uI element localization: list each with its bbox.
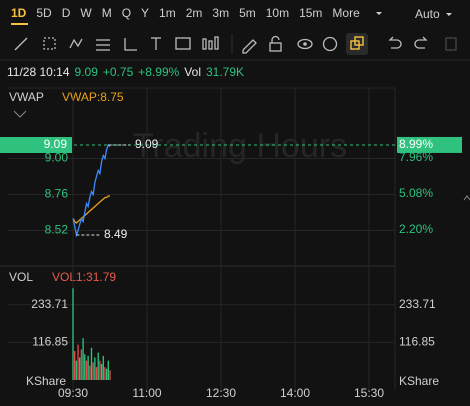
y-tick-label: 8.76 xyxy=(45,187,69,201)
collapse-icon[interactable] xyxy=(13,110,27,118)
lock-icon[interactable] xyxy=(269,42,282,52)
volume-bar xyxy=(109,370,111,380)
last-pct-badge xyxy=(397,136,462,153)
quote-time: 11/28 10:14 xyxy=(7,65,70,79)
y-tick-label: 9.00 xyxy=(45,151,69,165)
volume-bar xyxy=(87,355,89,380)
y-tick-label: 8.52 xyxy=(45,223,69,237)
volume-bar xyxy=(72,288,74,380)
period-tab[interactable]: 2m xyxy=(186,6,203,20)
settings-icon[interactable] xyxy=(322,36,338,52)
drawing-tools xyxy=(14,33,457,55)
quote-volume: 31.79K xyxy=(206,65,244,79)
more-menu[interactable]: More xyxy=(332,6,360,20)
indicator-name: VWAP xyxy=(9,90,44,104)
volume-bar xyxy=(89,365,91,380)
volume-bar xyxy=(105,368,108,380)
x-tick-label: 12:30 xyxy=(206,386,236,400)
wave-tool-icon[interactable] xyxy=(69,38,83,49)
period-tab[interactable]: 15m xyxy=(299,6,322,20)
volume-bar xyxy=(97,352,99,380)
price-line xyxy=(72,143,111,238)
volume-bar xyxy=(80,349,83,380)
period-tab[interactable]: M xyxy=(102,6,112,20)
volume-bar xyxy=(95,367,98,380)
volume-bar xyxy=(84,354,86,380)
pen-icon[interactable] xyxy=(242,39,257,54)
volume-bar xyxy=(79,357,81,380)
volume-bar xyxy=(74,351,76,380)
quote-change: +0.75 xyxy=(103,65,134,79)
period-tab[interactable]: D xyxy=(62,6,71,20)
line-tool-icon[interactable] xyxy=(14,37,28,51)
volume-bar xyxy=(75,360,78,380)
vwap-value: VWAP:8.75 xyxy=(62,90,124,104)
period-tab[interactable]: Q xyxy=(122,6,131,20)
y2-tick-label: 233.71 xyxy=(399,297,436,311)
y2-tick-label: 116.85 xyxy=(399,335,435,349)
y2-tick-label: 7.96% xyxy=(399,150,433,164)
y2-tick-label: 2.20% xyxy=(399,222,433,236)
label-tool-icon[interactable] xyxy=(175,37,191,50)
volume-bar xyxy=(107,360,109,380)
volume-indicator: VOL xyxy=(9,270,33,284)
eye-icon[interactable] xyxy=(297,38,313,50)
quote-vol-label: Vol xyxy=(184,65,201,79)
y-tick-label: 233.71 xyxy=(31,297,68,311)
last-price-label: 9.09 xyxy=(44,137,68,151)
period-tab[interactable]: Y xyxy=(141,6,149,20)
period-tab[interactable]: 5m xyxy=(239,6,256,20)
quote-change-pct: +8.99% xyxy=(138,65,179,79)
period-tab[interactable]: 10m xyxy=(266,6,289,20)
bars-tool-icon[interactable] xyxy=(202,38,207,50)
low-marker-label: 8.49 xyxy=(104,227,128,241)
delete-icon[interactable] xyxy=(445,37,457,51)
volume-bar xyxy=(90,347,93,380)
y-tick-label: 116.85 xyxy=(32,335,68,349)
auto-menu[interactable]: Auto xyxy=(415,7,440,21)
redo-icon[interactable] xyxy=(414,36,428,49)
volume-bar xyxy=(94,357,96,380)
rect-tool-icon[interactable] xyxy=(43,37,56,50)
period-tab[interactable]: 1D xyxy=(11,6,27,20)
period-tab[interactable]: 1m xyxy=(159,6,176,20)
dropdown-caret xyxy=(376,12,382,15)
dropdown-caret xyxy=(446,13,452,16)
volume-unit: KShare xyxy=(26,374,66,388)
volume-bar xyxy=(85,360,88,380)
volume-value: VOL1:31.79 xyxy=(52,270,116,284)
x-tick-label: 09:30 xyxy=(58,386,88,400)
x-tick-label: 15:30 xyxy=(354,386,384,400)
x-tick-label: 14:00 xyxy=(280,386,310,400)
volume-bar xyxy=(82,338,84,380)
period-tab[interactable]: 5D xyxy=(36,6,52,20)
volume-bar xyxy=(99,360,101,380)
undo-icon[interactable] xyxy=(388,36,402,49)
watermark: Trading Hours xyxy=(133,127,347,165)
quote-price: 9.09 xyxy=(75,65,99,79)
last-pct-label: 8.99% xyxy=(399,137,433,151)
high-marker-label: 9.09 xyxy=(135,137,159,151)
volume-unit-right: KShare xyxy=(399,374,439,388)
last-price-badge xyxy=(0,137,72,153)
magnet-button[interactable] xyxy=(346,33,368,55)
period-tab[interactable]: W xyxy=(80,6,92,20)
vwap-line xyxy=(72,195,110,224)
period-tab[interactable]: 3m xyxy=(212,6,229,20)
scroll-icon[interactable] xyxy=(463,195,470,201)
volume-bar xyxy=(104,367,106,380)
volume-bar xyxy=(77,344,79,380)
x-tick-label: 11:00 xyxy=(132,386,161,400)
angle-tool-icon[interactable] xyxy=(124,38,137,51)
volume-bar xyxy=(92,362,94,380)
volume-bar xyxy=(100,363,103,380)
y2-tick-label: 5.08% xyxy=(399,186,433,200)
volume-bar xyxy=(102,355,104,380)
